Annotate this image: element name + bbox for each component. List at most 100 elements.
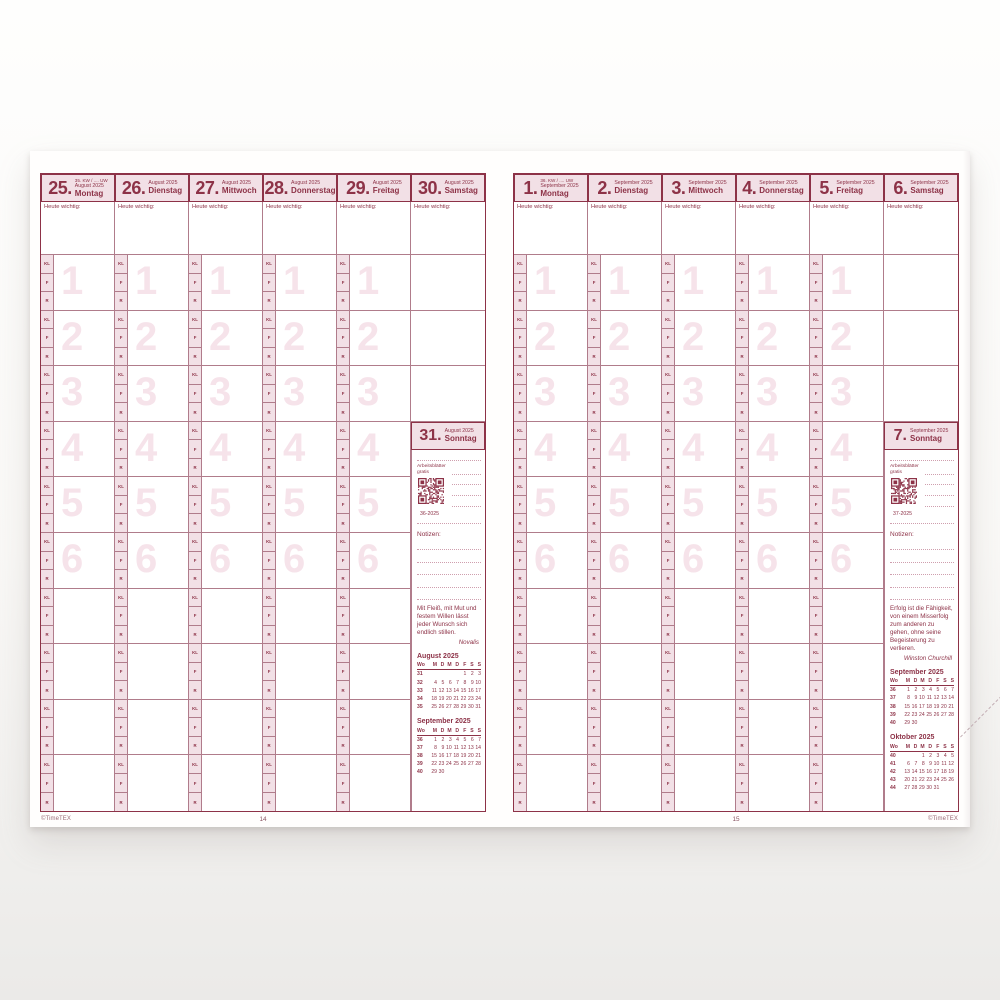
strip-label-r: R	[588, 570, 600, 588]
day-cell: 20	[446, 695, 452, 702]
strip-label-r: R	[662, 292, 674, 310]
day-cell: 26	[460, 761, 467, 768]
period-number-watermark: 3	[209, 370, 232, 415]
lesson-entry-cell: KL F R	[810, 699, 884, 756]
day-cell: 21	[911, 777, 918, 784]
lesson-entry-cell: KL F R 6	[662, 532, 736, 589]
day-cell	[947, 784, 954, 792]
strip-label-f: F	[810, 384, 822, 404]
day-header: 6. September 2025 Samstag	[884, 174, 958, 202]
week-number-cell: 40	[417, 769, 423, 776]
heute-wichtig-label: Heute wichtig:	[414, 204, 451, 210]
period-number-watermark: 3	[534, 370, 557, 415]
mini-calendar-header-cell: D	[451, 661, 459, 671]
qr-side-writing-lines	[450, 464, 481, 517]
strip-label-kl: KL	[810, 588, 822, 608]
day-number: 30.	[418, 178, 442, 198]
day-cell: 17	[475, 687, 481, 694]
mini-calendar-title: Oktober 2025	[890, 734, 935, 742]
klfr-strip: KL F R	[736, 421, 749, 477]
lesson-entry-cell: KL F R	[337, 699, 411, 756]
day-number: 1.	[523, 178, 538, 198]
mini-calendar-header-cell: S	[466, 726, 474, 736]
period-number-watermark: 4	[135, 425, 158, 470]
strip-label-r: R	[189, 403, 201, 421]
strip-label-kl: KL	[337, 255, 349, 274]
strip-label-kl: KL	[263, 421, 275, 441]
day-header: 25. 35. KW / .... UW August 2025 Montag	[41, 174, 115, 202]
day-cell: 5	[441, 679, 445, 686]
dotted-writing-line	[890, 561, 954, 563]
day-number: 2.	[597, 178, 612, 198]
strip-label-f: F	[41, 551, 53, 571]
day-name: Dienstag	[614, 186, 649, 196]
month-year: September 2025	[614, 180, 653, 187]
period-number-watermark: 5	[830, 481, 853, 526]
klfr-strip: KL F R	[115, 421, 128, 477]
strip-label-f: F	[810, 273, 822, 293]
day-number: 4.	[742, 178, 757, 198]
strip-label-kl: KL	[514, 532, 526, 552]
heute-wichtig-label: Heute wichtig:	[813, 204, 850, 210]
klfr-strip: KL F R	[189, 477, 202, 532]
klfr-strip: KL F R	[189, 255, 202, 310]
heute-wichtig-label: Heute wichtig:	[192, 204, 229, 210]
klfr-strip: KL F R	[736, 588, 749, 644]
strip-label-r: R	[514, 347, 526, 366]
day-cell	[452, 670, 459, 679]
lesson-entry-cell: KL F R 1	[588, 255, 662, 311]
period-number-watermark: 2	[682, 314, 705, 359]
lesson-entry-cell: KL F R 4	[514, 421, 588, 478]
strip-label-f: F	[337, 551, 349, 571]
strip-label-r: R	[115, 292, 127, 310]
strip-label-f: F	[263, 273, 275, 293]
day-cell	[910, 751, 917, 760]
day-cell: 12	[933, 695, 940, 702]
klfr-strip: KL F R	[115, 532, 128, 588]
strip-label-f: F	[588, 607, 600, 626]
strip-label-kl: KL	[41, 532, 53, 552]
strip-label-f: F	[514, 329, 526, 348]
lesson-entry-cell: KL F R 5	[337, 477, 411, 533]
period-number-watermark: 3	[61, 370, 84, 415]
strip-label-r: R	[41, 681, 53, 699]
strip-label-f: F	[736, 384, 748, 404]
strip-label-r: R	[588, 347, 600, 366]
day-cell: 21	[948, 703, 954, 710]
mini-calendar-week-row: 36 1 2 3 4 5 6 7	[417, 735, 481, 744]
period-number-watermark: 6	[682, 536, 705, 581]
strip-label-kl: KL	[189, 421, 201, 441]
day-cell: 6	[470, 736, 474, 743]
lesson-entry-cell: KL F R	[115, 755, 189, 811]
strip-label-r: R	[189, 681, 201, 699]
klfr-strip: KL F R	[115, 588, 128, 644]
day-number: 29.	[346, 178, 370, 198]
period-number-watermark: 3	[283, 370, 306, 415]
strip-label-kl: KL	[263, 532, 275, 552]
strip-label-kl: KL	[337, 477, 349, 496]
mini-calendar-header-cell: D	[910, 742, 918, 752]
day-cell: 27	[467, 761, 474, 768]
strip-label-r: R	[337, 681, 349, 699]
strip-label-r: R	[588, 403, 600, 421]
day-cell: 25	[940, 777, 947, 784]
strip-label-r: R	[337, 570, 349, 588]
strip-label-kl: KL	[810, 755, 822, 775]
mini-calendar-header-cell: M	[444, 726, 452, 736]
strip-label-f: F	[41, 607, 53, 626]
strip-label-r: R	[263, 625, 275, 644]
mini-calendar-header-cell: M	[917, 677, 925, 687]
strip-label-r: R	[337, 292, 349, 310]
day-cell: 1	[463, 671, 467, 678]
strip-label-r: R	[810, 292, 822, 310]
strip-label-kl: KL	[189, 644, 201, 663]
mini-calendar-header-cell: D	[924, 677, 932, 687]
day-cell: 17	[446, 753, 452, 760]
lesson-entry-cell: KL F R 3	[41, 366, 115, 422]
day-cell: 23	[911, 711, 918, 718]
strip-label-f: F	[263, 607, 275, 626]
day-cell: 10	[475, 679, 481, 686]
lesson-entry-cell: KL F R 4	[189, 421, 263, 478]
strip-label-f: F	[337, 273, 349, 293]
strip-label-r: R	[736, 292, 748, 310]
